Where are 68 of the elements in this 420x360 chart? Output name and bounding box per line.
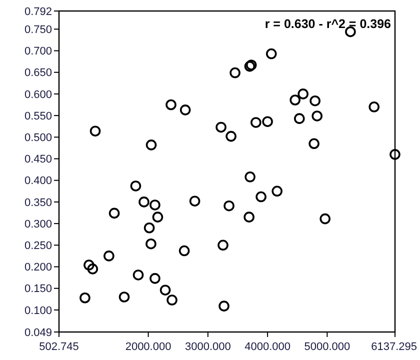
y-tick-label: 0.792 bbox=[24, 6, 52, 18]
point bbox=[262, 116, 273, 127]
point bbox=[320, 213, 330, 224]
point bbox=[80, 292, 90, 304]
y-tick-label: 0.250 bbox=[24, 240, 52, 252]
point bbox=[180, 104, 191, 116]
point bbox=[150, 200, 160, 210]
point bbox=[87, 264, 98, 274]
annotation: r = 0.630 - r^2 = 0.396 bbox=[264, 17, 392, 31]
point bbox=[108, 208, 120, 219]
point bbox=[90, 126, 101, 136]
y-tick-label: 0.300 bbox=[24, 218, 52, 230]
point bbox=[244, 172, 256, 182]
y-tick-label: 0.049 bbox=[24, 326, 52, 339]
point bbox=[218, 300, 230, 312]
point bbox=[166, 294, 178, 306]
point bbox=[312, 110, 323, 122]
x-tick-label: 4000.000 bbox=[244, 341, 290, 353]
x-tick-label: 3000.000 bbox=[184, 341, 231, 353]
point bbox=[189, 196, 200, 206]
point bbox=[345, 26, 356, 38]
y-tick-label: 0.400 bbox=[24, 175, 52, 188]
point bbox=[290, 94, 300, 106]
point bbox=[146, 140, 157, 150]
point bbox=[166, 99, 176, 110]
y-tick-label: 0.100 bbox=[24, 304, 52, 317]
point bbox=[84, 260, 94, 270]
point bbox=[298, 88, 308, 100]
point bbox=[230, 67, 240, 78]
point bbox=[224, 200, 234, 212]
point bbox=[138, 196, 150, 208]
y-tick-label: 0.750 bbox=[24, 24, 52, 36]
x-tick-label: 502.745 bbox=[39, 341, 79, 353]
point bbox=[368, 102, 380, 112]
point bbox=[256, 191, 266, 202]
point bbox=[272, 186, 282, 197]
point bbox=[294, 113, 305, 124]
point bbox=[216, 122, 226, 133]
point bbox=[218, 240, 228, 251]
point bbox=[118, 292, 130, 302]
y-tick-label: 0.200 bbox=[24, 262, 52, 274]
point bbox=[146, 238, 156, 250]
y-tick-label: 0.600 bbox=[24, 88, 52, 101]
point bbox=[160, 284, 171, 296]
y-tick-label: 0.650 bbox=[24, 67, 52, 80]
point bbox=[178, 245, 190, 256]
x-tick-label: 6137.295 bbox=[371, 341, 417, 353]
x-tick-label: 5000.000 bbox=[304, 341, 350, 353]
point bbox=[390, 149, 400, 160]
y-tick-label: 0.500 bbox=[24, 132, 52, 144]
x-tick-label: 2000.000 bbox=[125, 341, 172, 353]
y-tick-label: 0.150 bbox=[24, 283, 52, 296]
point bbox=[250, 117, 262, 128]
y-tick-label: 0.350 bbox=[24, 196, 52, 209]
y-tick-label: 0.450 bbox=[24, 154, 52, 166]
y-tick-label: 0.700 bbox=[24, 46, 52, 58]
point bbox=[266, 48, 277, 60]
point bbox=[132, 270, 144, 280]
point bbox=[244, 212, 254, 222]
point bbox=[226, 130, 236, 142]
point bbox=[308, 138, 320, 150]
point bbox=[104, 250, 114, 262]
y-tick-label: 0.550 bbox=[24, 110, 52, 122]
point bbox=[310, 95, 320, 106]
point bbox=[150, 273, 160, 284]
point bbox=[130, 180, 142, 192]
point bbox=[144, 222, 155, 234]
point bbox=[152, 212, 164, 222]
